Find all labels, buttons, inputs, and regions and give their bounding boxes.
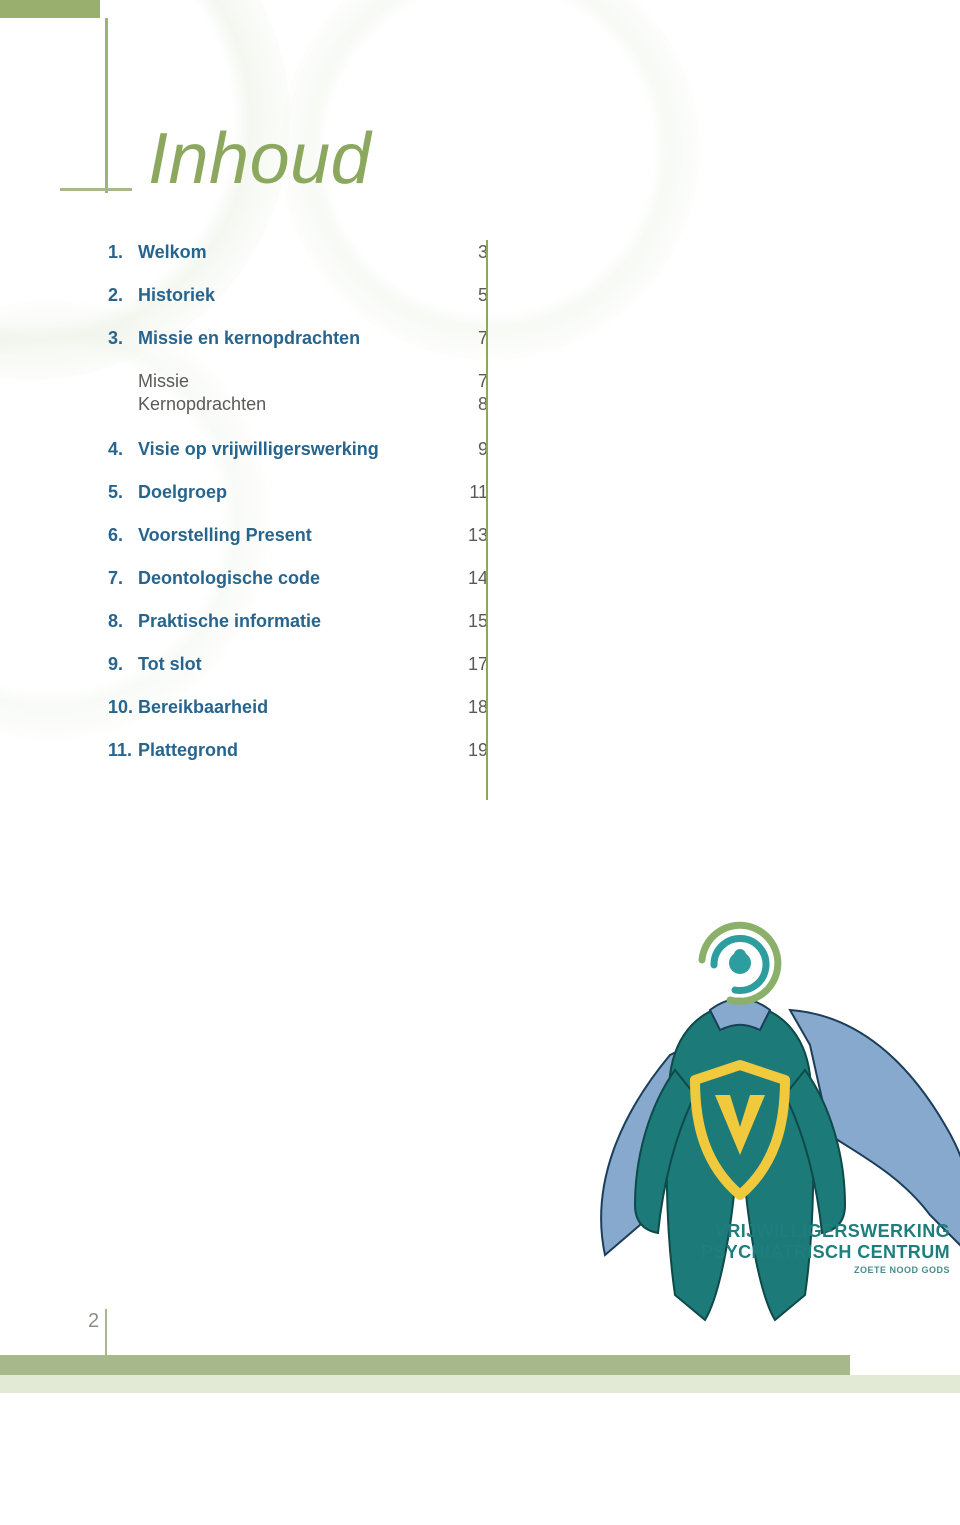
bottom-bar-light	[0, 1375, 960, 1393]
toc-row: 3.Missie en kernopdrachten7	[108, 328, 488, 349]
toc-row: 4.Visie op vrijwilligerswerking9	[108, 439, 488, 460]
vertical-rule	[105, 18, 108, 193]
footer-branding: VRIJWILLIGERSWERKING PSYCHIATRISCH CENTR…	[701, 1221, 950, 1275]
toc-label: Bereikbaarheid	[138, 697, 448, 718]
toc-page: 7	[448, 371, 488, 392]
toc-page: 5	[448, 285, 488, 306]
toc-row: 11.Plattegrond19	[108, 740, 488, 761]
toc-page: 11	[448, 482, 488, 503]
toc-number: 10.	[108, 697, 138, 718]
top-tab	[0, 0, 100, 18]
toc-row: 2.Historiek5	[108, 285, 488, 306]
toc-row: 5.Doelgroep11	[108, 482, 488, 503]
toc-divider	[486, 240, 488, 800]
toc-page: 8	[448, 394, 488, 415]
toc-label: Deontologische code	[138, 568, 448, 589]
toc-page: 19	[448, 740, 488, 761]
page-number: 2	[88, 1310, 99, 1333]
toc-page: 15	[448, 611, 488, 632]
toc-page: 14	[448, 568, 488, 589]
toc-row: 9.Tot slot17	[108, 654, 488, 675]
toc-label: Welkom	[138, 242, 448, 263]
toc-row: 7.Deontologische code14	[108, 568, 488, 589]
toc-number: 6.	[108, 525, 138, 546]
toc-label: Praktische informatie	[138, 611, 448, 632]
toc-page: 7	[448, 328, 488, 349]
page-title: Inhoud	[148, 118, 371, 200]
toc-row: 8.Praktische informatie15	[108, 611, 488, 632]
toc-number: 3.	[108, 328, 138, 349]
toc-page: 3	[448, 242, 488, 263]
toc-page: 13	[448, 525, 488, 546]
toc-row: 1.Welkom3	[108, 242, 488, 263]
toc-number: 8.	[108, 611, 138, 632]
toc-label: Historiek	[138, 285, 448, 306]
footer-line-2: PSYCHIATRISCH CENTRUM	[701, 1242, 950, 1263]
footer-line-1: VRIJWILLIGERSWERKING	[701, 1221, 950, 1242]
toc-row: 10.Bereikbaarheid18	[108, 697, 488, 718]
toc-label: Missie en kernopdrachten	[138, 328, 448, 349]
toc-page: 9	[448, 439, 488, 460]
toc-number: 2.	[108, 285, 138, 306]
toc-row: 6.Voorstelling Present13	[108, 525, 488, 546]
horizontal-rule	[60, 188, 132, 191]
toc-label: Kernopdrachten	[138, 394, 448, 415]
toc-label: Tot slot	[138, 654, 448, 675]
toc-number: 9.	[108, 654, 138, 675]
footer-line-3: ZOETE NOOD GODS	[701, 1265, 950, 1275]
toc-number: 11.	[108, 740, 138, 761]
table-of-contents: 1.Welkom3 2.Historiek5 3.Missie en kernopd…	[108, 242, 488, 783]
toc-number: 1.	[108, 242, 138, 263]
toc-row: Missie7	[108, 371, 488, 392]
toc-label: Visie op vrijwilligerswerking	[138, 439, 448, 460]
toc-row: Kernopdrachten8	[108, 394, 488, 415]
bottom-bar	[0, 1355, 850, 1375]
toc-number: 4.	[108, 439, 138, 460]
toc-number: 7.	[108, 568, 138, 589]
toc-label: Voorstelling Present	[138, 525, 448, 546]
toc-page: 18	[448, 697, 488, 718]
toc-label: Doelgroep	[138, 482, 448, 503]
toc-label: Missie	[138, 371, 448, 392]
toc-label: Plattegrond	[138, 740, 448, 761]
toc-number: 5.	[108, 482, 138, 503]
toc-page: 17	[448, 654, 488, 675]
